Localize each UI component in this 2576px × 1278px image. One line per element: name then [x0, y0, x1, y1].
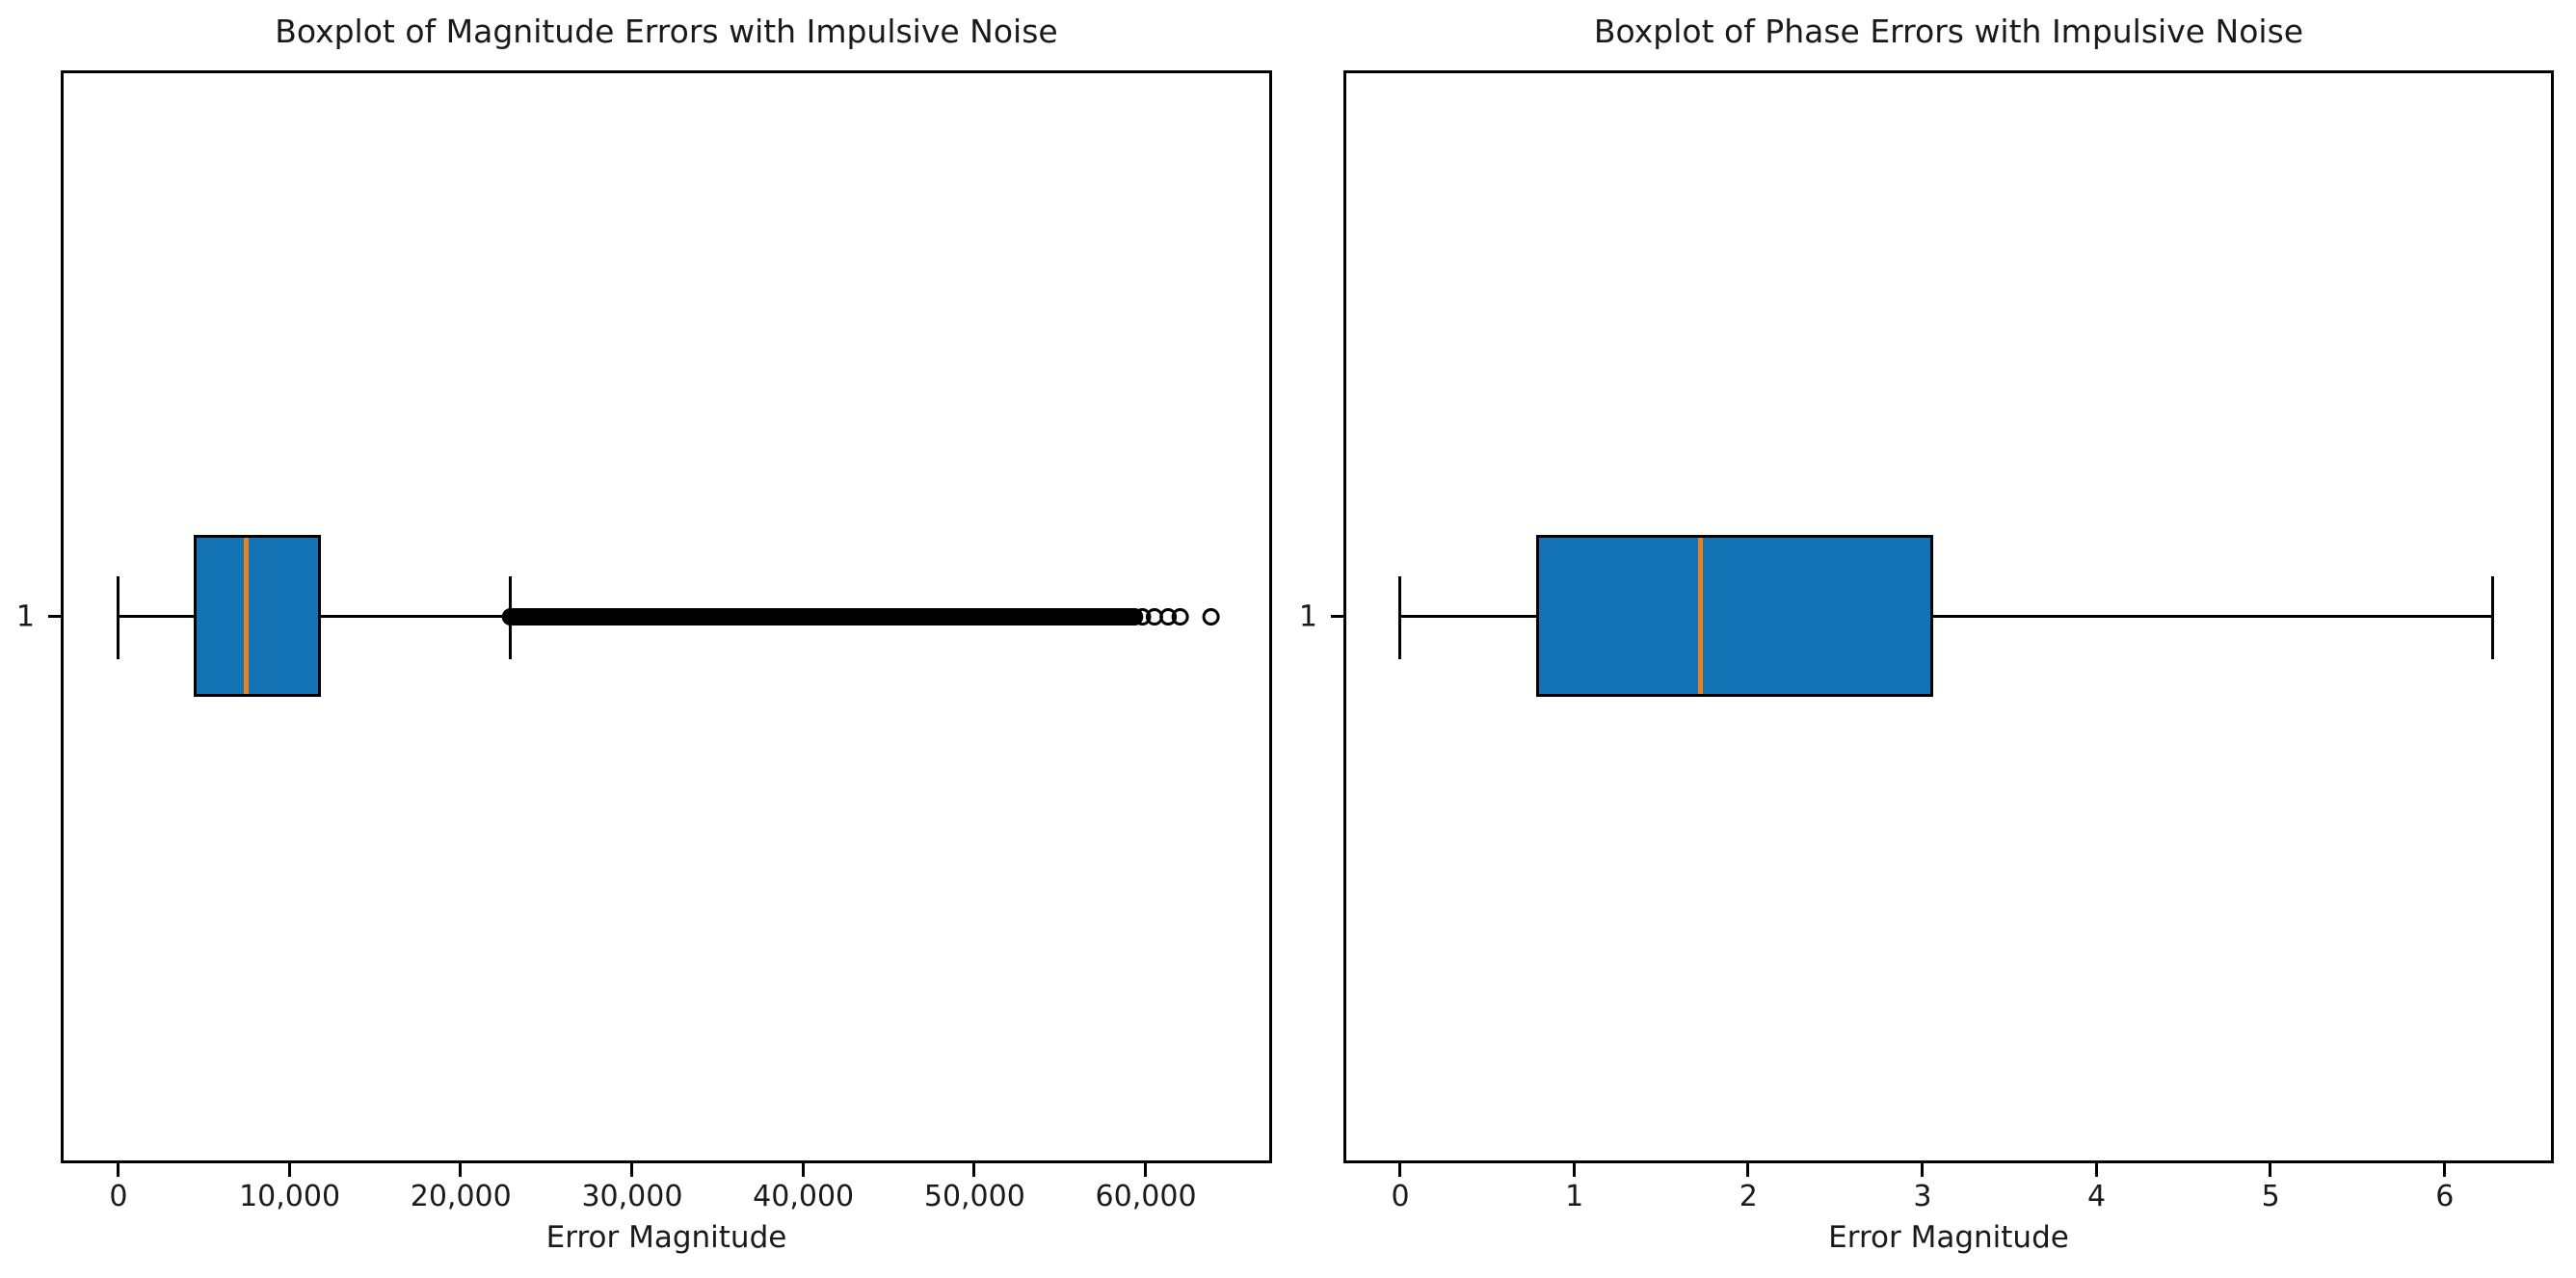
x-tick-mark [2442, 1163, 2446, 1177]
whisker-low-line [1399, 615, 1536, 618]
x-tick-label: 6 [2435, 1180, 2455, 1213]
x-tick-mark [972, 1163, 976, 1177]
whisker-high-line [1932, 615, 2494, 618]
outlier-point [1171, 608, 1189, 626]
y-tick-mark [48, 615, 61, 618]
x-tick-mark [1746, 1163, 1750, 1177]
x-tick-mark [1920, 1163, 1924, 1177]
whisker-low-line [118, 615, 195, 618]
whisker-low-cap [116, 576, 120, 659]
outlier-point [1133, 608, 1152, 626]
outlier-point [1202, 608, 1220, 626]
plot-title-phase: Boxplot of Phase Errors with Impulsive N… [1593, 13, 2304, 50]
x-tick-label: 4 [2086, 1180, 2107, 1213]
whisker-low-cap [1397, 576, 1401, 659]
box-iqr [194, 535, 321, 698]
median-line [1698, 538, 1704, 695]
y-tick-label: 1 [1298, 599, 1317, 634]
plot-title-magnitude: Boxplot of Magnitude Errors with Impulsi… [275, 13, 1058, 50]
x-axis-label: Error Magnitude [1828, 1220, 2069, 1255]
whisker-high-cap [2491, 576, 2495, 659]
x-tick-label: 1 [1565, 1180, 1584, 1213]
outlier-points [501, 608, 1220, 626]
outlier-point [1126, 608, 1144, 626]
x-tick-label: 0 [109, 1180, 128, 1213]
x-tick-mark [1572, 1163, 1576, 1177]
x-tick-label: 40,000 [753, 1180, 855, 1213]
x-tick-label: 30,000 [581, 1180, 683, 1213]
x-tick-mark [287, 1163, 291, 1177]
x-tick-mark [2094, 1163, 2098, 1177]
y-tick-label: 1 [15, 599, 35, 634]
y-tick-mark [1331, 615, 1343, 618]
whisker-high-line [320, 615, 511, 618]
x-tick-mark [629, 1163, 633, 1177]
x-tick-mark [116, 1163, 120, 1177]
outlier-point [1159, 608, 1178, 626]
median-line [244, 538, 250, 695]
x-tick-mark [2269, 1163, 2272, 1177]
x-tick-label: 50,000 [923, 1180, 1025, 1213]
x-tick-label: 20,000 [410, 1180, 512, 1213]
box-iqr [1535, 535, 1933, 698]
x-tick-mark [1397, 1163, 1401, 1177]
x-tick-label: 5 [2261, 1180, 2280, 1213]
x-tick-label: 60,000 [1095, 1180, 1197, 1213]
x-axis-label: Error Magnitude [545, 1220, 787, 1255]
x-tick-mark [459, 1163, 463, 1177]
plot-area-magnitude: 1 Error Magnitude 0 10,000 20,000 30,000 40,… [16, 70, 1272, 1255]
x-tick-mark [801, 1163, 805, 1177]
x-tick-label: 3 [1913, 1180, 1932, 1213]
x-tick-mark [1144, 1163, 1148, 1177]
x-tick-label: 0 [1391, 1180, 1410, 1213]
x-tick-label: 10,000 [239, 1180, 341, 1213]
x-tick-label: 2 [1739, 1180, 1758, 1213]
plot-area-phase: 1 Error Magnitude 0 1 2 3 4 5 6 [1299, 70, 2554, 1255]
